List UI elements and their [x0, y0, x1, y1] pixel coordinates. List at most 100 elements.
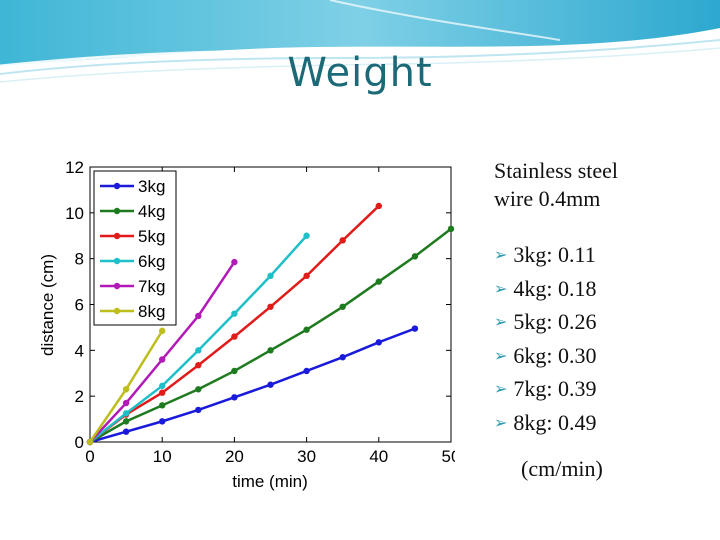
- y-tick-label: 2: [75, 387, 84, 406]
- rate-units: (cm/min): [521, 456, 603, 481]
- arrow-bullet-icon: ➢: [494, 247, 508, 264]
- data-point-8kg: [159, 327, 166, 335]
- distance-time-chart: 0 10 20 30 40 50 0 2 4 6 8 10 12 time (min) distanc…: [38, 158, 455, 491]
- x-axis-label: time (min): [232, 472, 308, 491]
- data-point-3kg: [122, 428, 130, 435]
- x-tick-label: 20: [225, 447, 244, 466]
- data-point-3kg: [195, 406, 202, 414]
- data-point-3kg: [231, 394, 238, 401]
- data-point-8kg: [122, 386, 130, 393]
- data-point-4kg: [339, 303, 346, 310]
- y-tick-label: 8: [75, 250, 84, 269]
- legend-label: 4kg: [138, 202, 165, 221]
- data-point-6kg: [303, 232, 310, 239]
- data-point-5kg: [159, 389, 166, 396]
- legend-marker-4kg: [113, 207, 121, 215]
- rate-value: 0.49: [558, 409, 597, 435]
- y-tick-label: 6: [75, 296, 84, 315]
- data-point-4kg: [159, 402, 166, 409]
- arrow-bullet-icon: ➢: [494, 347, 508, 365]
- data-point-4kg: [303, 326, 310, 333]
- rate-item: ➢ 3kg: 0.11: [494, 240, 694, 274]
- rate-item: ➢ 7kg: 0.39: [494, 374, 694, 408]
- arrow-bullet-icon: ➢: [494, 280, 508, 298]
- data-point-5kg: [375, 202, 382, 210]
- data-point-7kg: [122, 399, 130, 407]
- rate-value: 0.26: [558, 309, 597, 334]
- data-point-8kg: [86, 438, 94, 446]
- arrow-bullet-icon: ➢: [494, 314, 508, 331]
- data-point-6kg: [267, 272, 274, 280]
- chart-legend: 3kg 4kg 5kg 6kg 7kg 8kg: [93, 170, 177, 326]
- rate-item: ➢ 4kg: 0.18: [494, 274, 694, 308]
- subtitle-line: Stainless steel: [494, 158, 619, 183]
- data-point-5kg: [195, 362, 202, 369]
- data-point-3kg: [267, 381, 274, 388]
- data-point-3kg: [339, 354, 346, 361]
- data-point-4kg: [267, 347, 274, 354]
- data-point-4kg: [375, 278, 382, 285]
- rate-label: 7kg:: [513, 376, 553, 401]
- data-point-6kg: [122, 410, 130, 417]
- legend-marker-5kg: [113, 232, 121, 240]
- legend-label: 5kg: [138, 227, 165, 246]
- x-tick-label: 10: [153, 447, 172, 466]
- legend-label: 6kg: [138, 252, 165, 271]
- y-tick-label: 4: [75, 341, 84, 360]
- rate-value: 0.30: [558, 342, 597, 368]
- rate-item: ➢ 6kg: 0.30: [494, 341, 694, 375]
- rate-item: ➢ 8kg: 0.49: [494, 408, 694, 442]
- data-point-7kg: [231, 258, 238, 266]
- data-point-5kg: [339, 237, 346, 244]
- series-line-3kg: [89, 327, 416, 444]
- data-point-7kg: [159, 356, 166, 363]
- data-point-6kg: [159, 382, 166, 390]
- subtitle-line: wire 0.4mm: [494, 186, 601, 211]
- slide-title: Weight: [287, 50, 433, 96]
- arrow-bullet-icon: ➢: [494, 381, 508, 398]
- legend-marker-8kg: [113, 307, 121, 315]
- y-tick-label: 12: [65, 158, 84, 177]
- data-point-3kg: [159, 418, 166, 425]
- rate-value: 0.11: [558, 242, 596, 267]
- legend-marker-6kg: [113, 257, 121, 265]
- legend-label: 3kg: [138, 177, 165, 196]
- legend-label: 8kg: [138, 302, 165, 321]
- y-axis-label: distance (cm): [38, 254, 57, 356]
- data-point-5kg: [231, 333, 238, 340]
- rate-label: 8kg:: [513, 409, 553, 435]
- data-point-4kg: [411, 253, 419, 260]
- legend-marker-7kg: [113, 282, 121, 290]
- rate-label: 5kg:: [513, 309, 553, 334]
- x-tick-label: 30: [297, 447, 316, 466]
- y-tick-label: 0: [75, 433, 84, 452]
- data-point-4kg: [195, 386, 202, 393]
- data-point-3kg: [411, 325, 419, 332]
- data-point-3kg: [375, 339, 382, 346]
- data-point-5kg: [267, 303, 274, 310]
- legend-label: 7kg: [138, 277, 165, 296]
- rate-label: 3kg:: [513, 242, 553, 267]
- arrow-bullet-icon: ➢: [494, 414, 508, 432]
- data-point-6kg: [195, 347, 202, 354]
- rate-item: ➢ 5kg: 0.26: [494, 307, 694, 341]
- data-point-7kg: [195, 312, 202, 320]
- rate-label: 4kg:: [513, 275, 553, 301]
- wire-description: Stainless steel wire 0.4mm: [494, 157, 694, 213]
- rate-list: ➢ 3kg: 0.11 ➢ 4kg: 0.18 ➢ 5kg: 0.26 ➢ 6kg: 0…: [494, 240, 694, 441]
- rate-value: 0.18: [558, 275, 597, 301]
- data-point-4kg: [122, 418, 130, 425]
- x-tick-label: 50: [442, 447, 455, 466]
- data-point-3kg: [303, 367, 310, 375]
- data-point-5kg: [303, 272, 310, 280]
- header-wave-banner: [0, 0, 720, 83]
- rate-value: 0.39: [558, 376, 597, 401]
- data-point-4kg: [231, 367, 238, 375]
- data-point-6kg: [231, 310, 238, 317]
- x-tick-label: 0: [85, 447, 94, 466]
- x-tick-label: 40: [369, 447, 388, 466]
- y-tick-label: 10: [65, 204, 84, 223]
- data-point-4kg: [447, 225, 455, 233]
- rate-label: 6kg:: [513, 342, 553, 368]
- legend-marker-3kg: [113, 182, 121, 190]
